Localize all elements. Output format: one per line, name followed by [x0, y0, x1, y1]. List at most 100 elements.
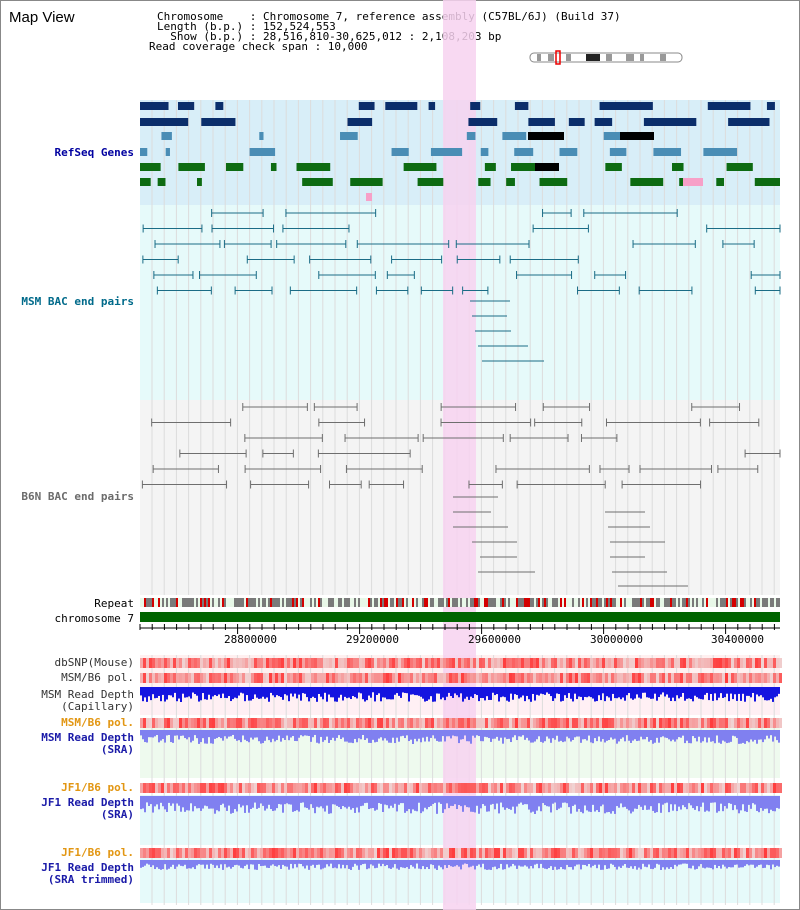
- read-depth-bar: [734, 796, 736, 806]
- read-depth-bar: [710, 860, 712, 869]
- read-depth-bar: [158, 796, 160, 810]
- polymorphism-cell: [155, 783, 158, 793]
- read-depth-bar: [268, 860, 270, 869]
- read-depth-bar: [316, 860, 318, 865]
- polymorphism-cell: [233, 673, 236, 683]
- polymorphism-cell: [224, 718, 227, 728]
- polymorphism-cell: [452, 783, 455, 793]
- polymorphism-cell: [701, 848, 704, 858]
- polymorphism-cell: [623, 848, 626, 858]
- repeat-element: [432, 598, 434, 607]
- polymorphism-cell: [416, 673, 419, 683]
- read-depth-bar: [518, 730, 520, 737]
- polymorphism-cell: [281, 673, 284, 683]
- polymorphism-cell: [743, 673, 746, 683]
- polymorphism-cell: [581, 783, 584, 793]
- read-depth-bar: [644, 730, 646, 740]
- polymorphism-cell: [383, 848, 386, 858]
- read-depth-bar: [496, 796, 498, 804]
- polymorphism-cell: [563, 673, 566, 683]
- refseq-genes-label[interactable]: RefSeq Genes: [54, 146, 134, 159]
- polymorphism-cell: [272, 673, 275, 683]
- read-depth-bar: [430, 687, 432, 697]
- polymorphism-cell: [353, 848, 356, 858]
- polymorphism-cell: [482, 783, 485, 793]
- read-depth-bar: [472, 796, 474, 812]
- polymorphism-cell: [569, 783, 572, 793]
- repeat-element: [252, 598, 254, 607]
- b6n-bac-end-pairs-label[interactable]: B6N BAC end pairs: [21, 490, 134, 503]
- read-depth-bar: [284, 860, 286, 867]
- polymorphism-cell: [410, 783, 413, 793]
- polymorphism-cell: [164, 848, 167, 858]
- read-depth-bar: [674, 687, 676, 702]
- read-depth-bar: [378, 796, 380, 804]
- repeat-element: [622, 598, 624, 607]
- polymorphism-cell: [701, 673, 704, 683]
- repeat-element: [630, 598, 632, 607]
- read-depth-bar: [272, 730, 274, 739]
- read-depth-bar: [724, 796, 726, 807]
- polymorphism-cell: [542, 848, 545, 858]
- polymorphism-cell: [563, 718, 566, 728]
- read-depth-bar: [624, 687, 626, 701]
- read-depth-bar: [266, 687, 268, 698]
- polymorphism-cell: [275, 848, 278, 858]
- read-depth-bar: [188, 687, 190, 697]
- dbsnp-density-cell: [500, 658, 503, 668]
- read-depth-bar: [196, 730, 198, 739]
- polymorphism-cell: [458, 718, 461, 728]
- read-depth-bar: [586, 730, 588, 741]
- read-depth-bar: [678, 730, 680, 738]
- read-depth-bar: [272, 796, 274, 812]
- polymorphism-cell: [317, 783, 320, 793]
- dbsnp-density-cell: [740, 658, 743, 668]
- read-depth-bar: [658, 730, 660, 743]
- read-depth-bar: [432, 730, 434, 736]
- polymorphism-cell: [494, 783, 497, 793]
- polymorphism-cell: [176, 783, 179, 793]
- read-depth-bar: [394, 796, 396, 804]
- read-depth-bar: [658, 796, 660, 804]
- read-depth-bar: [498, 860, 500, 869]
- polymorphism-cell: [629, 783, 632, 793]
- read-depth-bar: [192, 860, 194, 868]
- read-depth-bar: [178, 730, 180, 740]
- read-depth-bar: [622, 687, 624, 698]
- read-depth-bar: [378, 860, 380, 864]
- polymorphism-cell: [758, 673, 761, 683]
- read-depth-bar: [708, 796, 710, 812]
- polymorphism-cell: [722, 848, 725, 858]
- read-depth-bar: [754, 687, 756, 702]
- msm-bac-end-pairs-label[interactable]: MSM BAC end pairs: [21, 295, 134, 308]
- polymorphism-cell: [227, 848, 230, 858]
- polymorphism-cell: [515, 783, 518, 793]
- read-depth-bar: [264, 730, 266, 741]
- polymorphism-cell: [311, 783, 314, 793]
- repeat-element: [264, 598, 266, 607]
- polymorphism-cell: [140, 783, 143, 793]
- read-depth-bar: [714, 860, 716, 865]
- jf1-b6-pol-label: JF1/B6 pol.: [61, 781, 134, 794]
- repeat-element: [230, 598, 232, 607]
- polymorphism-cell: [521, 673, 524, 683]
- polymorphism-cell: [734, 673, 737, 683]
- polymorphism-cell: [302, 718, 305, 728]
- polymorphism-cell: [593, 673, 596, 683]
- polymorphism-cell: [581, 673, 584, 683]
- polymorphism-cell: [689, 783, 692, 793]
- read-depth-bar: [544, 860, 546, 869]
- read-depth-bar: [452, 687, 454, 698]
- polymorphism-cell: [446, 848, 449, 858]
- polymorphism-cell: [422, 783, 425, 793]
- read-depth-bar: [566, 687, 568, 698]
- polymorphism-cell: [641, 848, 644, 858]
- read-depth-bar: [526, 730, 528, 738]
- read-depth-bar: [544, 687, 546, 695]
- read-depth-bar: [386, 796, 388, 806]
- read-depth-bar: [498, 730, 500, 741]
- read-depth-bar: [728, 796, 730, 804]
- read-depth-bar: [654, 860, 656, 868]
- repeat-element: [182, 598, 184, 607]
